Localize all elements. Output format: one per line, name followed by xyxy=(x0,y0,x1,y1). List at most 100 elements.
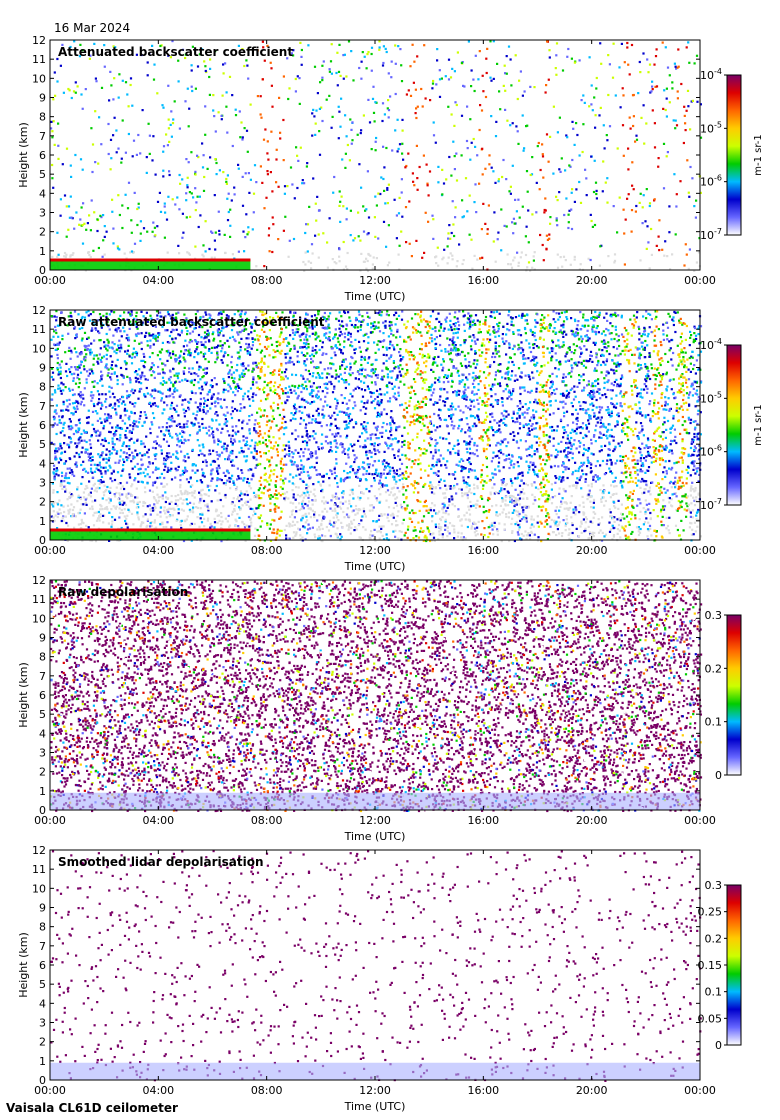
x-tick-label: 04:00 xyxy=(142,274,174,287)
y-tick-label: 2 xyxy=(39,226,46,239)
colorbar xyxy=(726,344,742,506)
y-tick-label: 2 xyxy=(39,496,46,509)
colorbar-tick-label: 0.1 xyxy=(705,716,723,729)
y-axis-label: Height (km) xyxy=(17,662,30,728)
y-tick-label: 8 xyxy=(39,381,46,394)
boundary-layer xyxy=(50,792,700,810)
x-tick-label: 00:00 xyxy=(34,544,66,557)
y-axis-label: Height (km) xyxy=(17,122,30,188)
y-tick-label: 8 xyxy=(39,111,46,124)
x-tick-label: 00:00 xyxy=(34,1084,66,1097)
colorbar-tick-label: 0 xyxy=(715,1039,722,1052)
x-tick-label: 16:00 xyxy=(467,544,499,557)
colorbar-tick-label: 0.2 xyxy=(705,662,723,675)
date-label: 16 Mar 2024 xyxy=(54,21,131,35)
y-tick-label: 2 xyxy=(39,766,46,779)
y-tick-label: 6 xyxy=(39,959,46,972)
y-tick-label: 5 xyxy=(39,168,46,181)
y-tick-label: 0 xyxy=(39,534,46,547)
x-tick-label: 08:00 xyxy=(251,814,283,827)
x-tick-label: 16:00 xyxy=(467,274,499,287)
x-tick-label: 20:00 xyxy=(576,274,608,287)
y-tick-label: 3 xyxy=(39,477,46,490)
x-tick-label: 20:00 xyxy=(576,1084,608,1097)
y-tick-label: 11 xyxy=(32,53,46,66)
y-tick-label: 7 xyxy=(39,130,46,143)
colorbar-tick-label: 0.3 xyxy=(705,609,723,622)
colorbar-tick-label: 10-4 xyxy=(700,67,722,82)
colorbar-tick-label: 0.1 xyxy=(705,986,723,999)
colorbar-unit-label: m-1 sr-1 xyxy=(753,404,764,446)
panel-title: Attenuated backscatter coefficient xyxy=(58,45,293,59)
x-axis-label: Time (UTC) xyxy=(344,290,406,303)
y-tick-label: 4 xyxy=(39,457,46,470)
y-tick-label: 5 xyxy=(39,438,46,451)
x-tick-label: 08:00 xyxy=(251,544,283,557)
colorbar-unit-label: m-1 sr-1 xyxy=(753,134,764,176)
colorbar xyxy=(726,74,742,236)
y-tick-label: 4 xyxy=(39,187,46,200)
x-tick-label: 00:00 xyxy=(684,814,716,827)
y-tick-label: 9 xyxy=(39,632,46,645)
x-tick-label: 00:00 xyxy=(684,274,716,287)
x-tick-label: 12:00 xyxy=(359,814,391,827)
y-tick-label: 9 xyxy=(39,902,46,915)
y-tick-label: 6 xyxy=(39,689,46,702)
boundary-layer xyxy=(50,528,251,540)
y-tick-label: 12 xyxy=(32,574,46,587)
plot-area xyxy=(50,850,700,1080)
y-tick-label: 2 xyxy=(39,1036,46,1049)
y-axis-label: Height (km) xyxy=(17,932,30,998)
y-tick-label: 5 xyxy=(39,978,46,991)
colorbar-tick-label: 10-4 xyxy=(700,337,722,352)
colorbar-tick-label: 10-5 xyxy=(700,120,722,135)
x-axis-label: Time (UTC) xyxy=(344,1100,406,1113)
instrument-label: Vaisala CL61D ceilometer xyxy=(6,1101,178,1115)
y-tick-label: 0 xyxy=(39,804,46,817)
colorbar-tick-label: 10-6 xyxy=(700,174,722,189)
y-tick-label: 9 xyxy=(39,92,46,105)
plot-area xyxy=(50,40,700,270)
x-axis-label: Time (UTC) xyxy=(344,830,406,843)
x-axis-label: Time (UTC) xyxy=(344,560,406,573)
y-tick-label: 1 xyxy=(39,785,46,798)
y-tick-label: 9 xyxy=(39,362,46,375)
colorbar-tick-label: 0.25 xyxy=(698,906,723,919)
boundary-layer xyxy=(50,1062,700,1080)
x-tick-label: 08:00 xyxy=(251,274,283,287)
y-tick-label: 0 xyxy=(39,264,46,277)
colorbar-tick-label: 10-6 xyxy=(700,444,722,459)
y-tick-label: 10 xyxy=(32,882,46,895)
boundary-layer xyxy=(50,258,251,270)
y-tick-label: 1 xyxy=(39,515,46,528)
y-tick-label: 11 xyxy=(32,323,46,336)
y-tick-label: 3 xyxy=(39,747,46,760)
y-tick-label: 8 xyxy=(39,651,46,664)
y-tick-label: 12 xyxy=(32,34,46,47)
colorbar-tick-label: 0.2 xyxy=(705,932,723,945)
x-tick-label: 12:00 xyxy=(359,1084,391,1097)
y-tick-label: 10 xyxy=(32,342,46,355)
y-tick-label: 10 xyxy=(32,72,46,85)
y-tick-label: 5 xyxy=(39,708,46,721)
colorbar xyxy=(726,884,742,1046)
x-tick-label: 20:00 xyxy=(576,544,608,557)
x-tick-label: 00:00 xyxy=(34,814,66,827)
y-tick-label: 6 xyxy=(39,419,46,432)
y-tick-label: 7 xyxy=(39,400,46,413)
x-tick-label: 12:00 xyxy=(359,544,391,557)
y-tick-label: 12 xyxy=(32,304,46,317)
colorbar-tick-label: 0.3 xyxy=(705,879,723,892)
x-tick-label: 16:00 xyxy=(467,814,499,827)
colorbar xyxy=(726,614,742,776)
y-axis-label: Height (km) xyxy=(17,392,30,458)
x-tick-label: 08:00 xyxy=(251,1084,283,1097)
x-tick-label: 00:00 xyxy=(684,1084,716,1097)
colorbar-tick-label: 0.05 xyxy=(698,1012,723,1025)
heatmap-cells xyxy=(50,40,703,273)
colorbar-tick-label: 10-5 xyxy=(700,390,722,405)
